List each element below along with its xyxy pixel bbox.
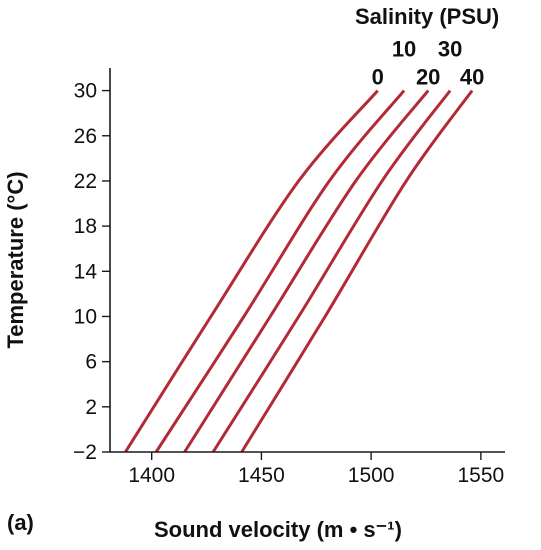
series-line-20 (183, 89, 430, 453)
y-tick-label: 10 (74, 305, 97, 328)
panel-label: (a) (7, 510, 34, 535)
series-label-10: 10 (392, 37, 416, 62)
series-label-40: 40 (460, 65, 484, 90)
x-tick-label: 1550 (458, 464, 505, 487)
y-tick-label: 22 (74, 170, 97, 193)
y-tick-label: −2 (73, 441, 97, 464)
y-tick-label: 6 (85, 351, 97, 374)
y-axis-title: Temperature (°C) (3, 171, 28, 348)
y-tick-label: 30 (74, 80, 97, 103)
series-line-40 (240, 89, 474, 453)
x-tick-label: 1500 (348, 464, 395, 487)
series-label-0: 0 (372, 65, 384, 90)
legend-title: Salinity (PSU) (355, 4, 499, 29)
x-tick-label: 1450 (238, 464, 285, 487)
y-tick-label: 2 (85, 396, 97, 419)
y-tick-label: 14 (74, 260, 98, 283)
series-line-10 (154, 89, 406, 453)
axes (109, 68, 505, 453)
series-label-20: 20 (416, 65, 440, 90)
plot-lines (124, 89, 474, 453)
series-label-30: 30 (438, 37, 462, 62)
x-tick-label: 1400 (128, 464, 175, 487)
series-line-0 (124, 89, 379, 453)
y-tick-label: 26 (74, 125, 97, 148)
x-axis-title: Sound velocity (m • s⁻¹) (154, 517, 402, 542)
y-tick-label: 18 (74, 215, 97, 238)
series-line-30 (211, 89, 452, 453)
